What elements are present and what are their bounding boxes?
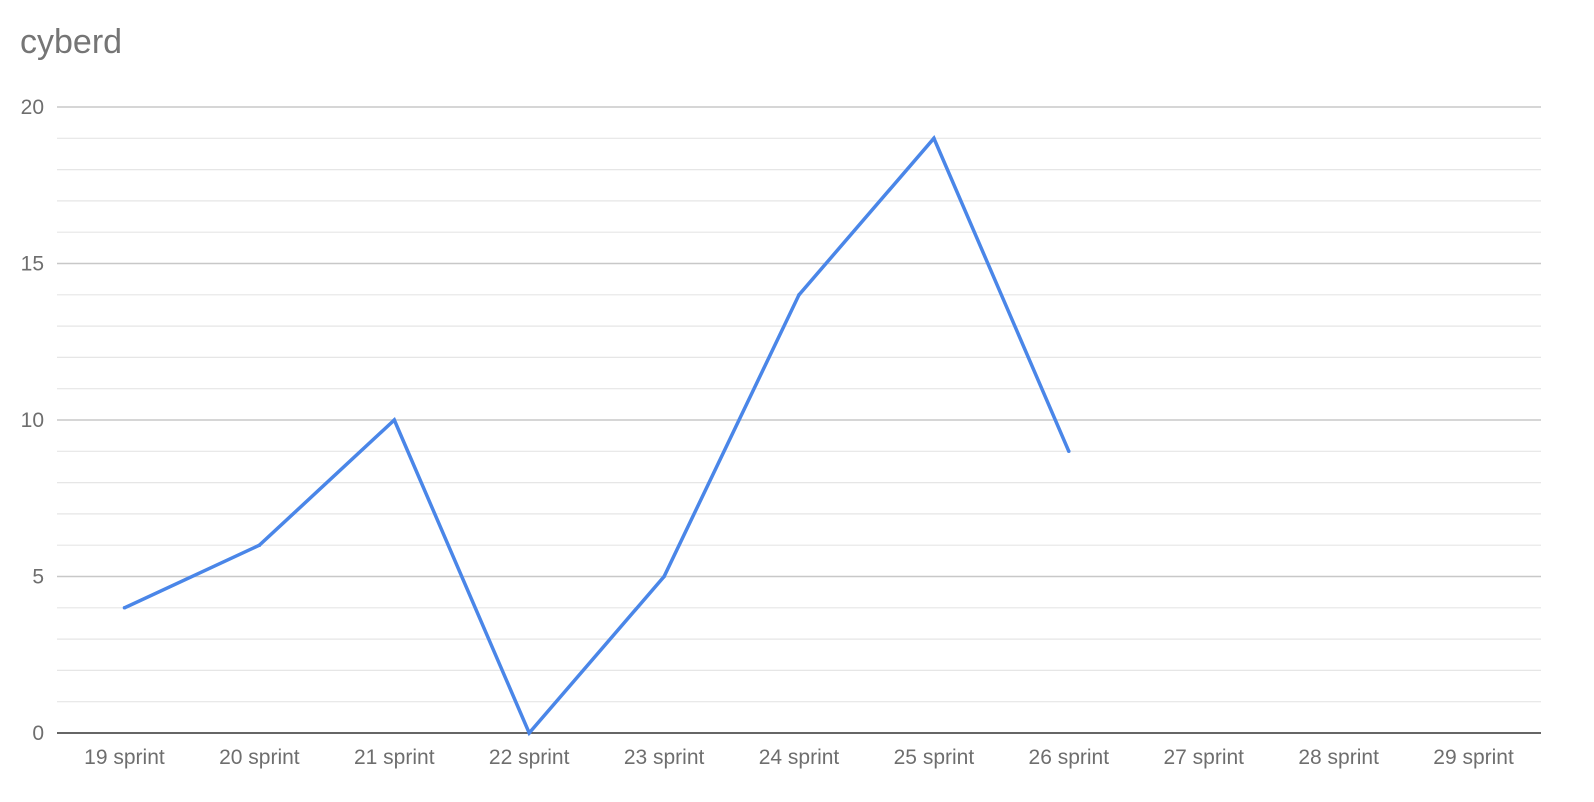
x-tick-label: 23 sprint (624, 746, 705, 769)
y-axis-tick-labels: 0 5 10 15 20 (21, 96, 44, 745)
data-point (797, 293, 801, 297)
grid-lines (57, 106, 1541, 734)
x-tick-label: 26 sprint (1029, 746, 1110, 769)
chart-title: cyberd (20, 23, 123, 61)
data-point (122, 606, 127, 610)
data-point (527, 731, 531, 735)
y-tick-label: 20 (21, 96, 44, 119)
y-tick-label: 0 (32, 722, 44, 745)
data-point (932, 136, 936, 141)
x-tick-label: 21 sprint (354, 746, 435, 769)
y-tick-label: 10 (21, 409, 44, 432)
series-line (123, 135, 1071, 737)
x-axis-tick-labels: 19 sprint 20 sprint 21 sprint 22 sprint 23 s… (84, 746, 1514, 769)
series-lines (122, 135, 1071, 737)
x-tick-label: 24 sprint (759, 746, 840, 769)
x-tick-label: 27 sprint (1163, 746, 1244, 769)
data-point (662, 574, 666, 579)
x-tick-label: 19 sprint (84, 746, 165, 769)
y-tick-label: 5 (32, 566, 44, 589)
x-tick-label: 29 sprint (1433, 746, 1514, 769)
x-tick-label: 25 sprint (894, 746, 975, 769)
data-point (257, 543, 262, 547)
data-point (392, 418, 397, 422)
x-tick-label: 20 sprint (219, 746, 300, 769)
x-tick-label: 28 sprint (1298, 746, 1379, 769)
y-tick-label: 15 (21, 253, 44, 276)
x-tick-label: 22 sprint (489, 746, 570, 769)
data-point (1067, 449, 1071, 454)
